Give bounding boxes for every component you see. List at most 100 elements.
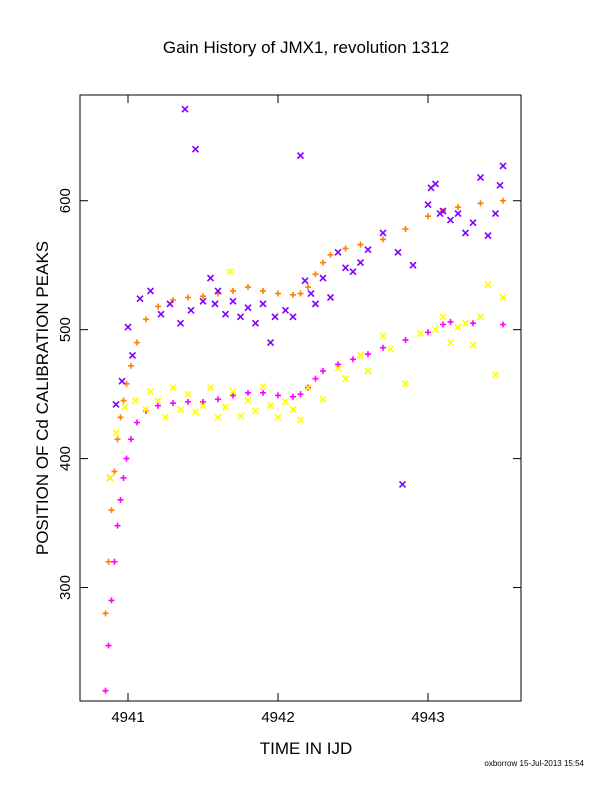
chart-title: Gain History of JMX1, revolution 1312 [163,38,449,57]
data-point [111,558,118,565]
data-point [206,384,215,392]
data-point [108,597,115,604]
data-point [386,345,395,353]
data-point [500,197,506,204]
data-point [476,173,485,182]
data-point [111,468,118,475]
data-point [155,402,161,409]
data-point [301,277,309,285]
data-point [181,105,189,113]
data-point [142,406,150,414]
data-point [439,313,447,321]
y-tick-label: 300 [57,575,74,600]
data-point [431,180,440,188]
data-point [341,375,350,383]
x-tick-group: 4941 4942 4943 [111,95,445,726]
data-point [230,392,236,399]
data-point [244,397,252,405]
data-point [128,362,134,369]
data-point [259,300,267,308]
data-point [289,406,297,414]
data-point [244,304,252,312]
data-point [236,313,245,321]
data-point [105,642,112,649]
data-point [350,356,356,363]
data-point [447,318,454,325]
data-point [476,313,485,321]
data-point [166,300,174,308]
data-point [134,419,140,426]
data-point [409,261,417,269]
data-point [102,687,109,694]
data-point [131,397,140,405]
data-point [380,344,386,351]
y-tick-label: 500 [57,317,74,342]
data-point [365,351,371,358]
data-point [169,384,177,392]
data-point [245,389,251,396]
data-point [230,287,236,294]
data-point [290,291,296,298]
data-point [185,294,191,301]
data-point [275,290,281,297]
y-tick-label: 600 [57,188,74,213]
data-point [440,321,446,328]
series-1 [102,318,506,694]
y-tick-label: 400 [57,446,74,471]
data-point [136,295,144,303]
data-point [200,398,206,405]
data-point [349,268,357,276]
data-point [271,313,279,321]
data-point [379,332,387,340]
data-point [226,268,234,276]
data-point [191,145,200,153]
data-point [496,181,504,189]
data-point [146,387,155,396]
data-point [170,400,176,407]
data-point [251,407,260,415]
data-point [102,610,109,617]
data-point [157,310,165,318]
data-point [191,408,200,416]
data-point [274,413,282,421]
data-point [229,387,237,396]
data-point [290,393,296,400]
data-point [364,246,372,254]
data-point [260,287,266,294]
data-point [454,323,462,331]
data-point [326,293,335,301]
data-point [341,264,350,272]
plot-frame [79,94,522,702]
data-point [118,377,126,385]
data-point [398,480,407,488]
data-point [114,436,121,443]
data-point [161,413,170,421]
data-point [319,274,327,282]
data-point [117,414,124,421]
data-point [236,412,245,420]
data-point [499,162,507,170]
data-point [312,271,319,278]
data-point [275,392,281,399]
data-point [307,289,315,298]
data-point [106,474,114,482]
data-point [112,429,120,437]
data-point [342,245,349,252]
data-point [424,201,432,209]
data-point [121,403,129,411]
data-point [425,329,431,336]
footer-stamp: oxborrow 15-Jul-2013 15:54 [484,759,584,768]
data-point [401,380,410,388]
data-point [297,391,304,398]
data-point [297,290,304,297]
data-point [296,152,305,160]
data-point [143,316,149,323]
x-tick-label: 4943 [411,709,444,726]
data-point [356,351,365,360]
data-point [134,339,140,346]
data-point [305,284,311,291]
data-point [108,507,115,514]
y-tick-group: 300 400 500 600 [57,188,521,600]
data-point [484,280,492,289]
series-2 [106,105,507,488]
